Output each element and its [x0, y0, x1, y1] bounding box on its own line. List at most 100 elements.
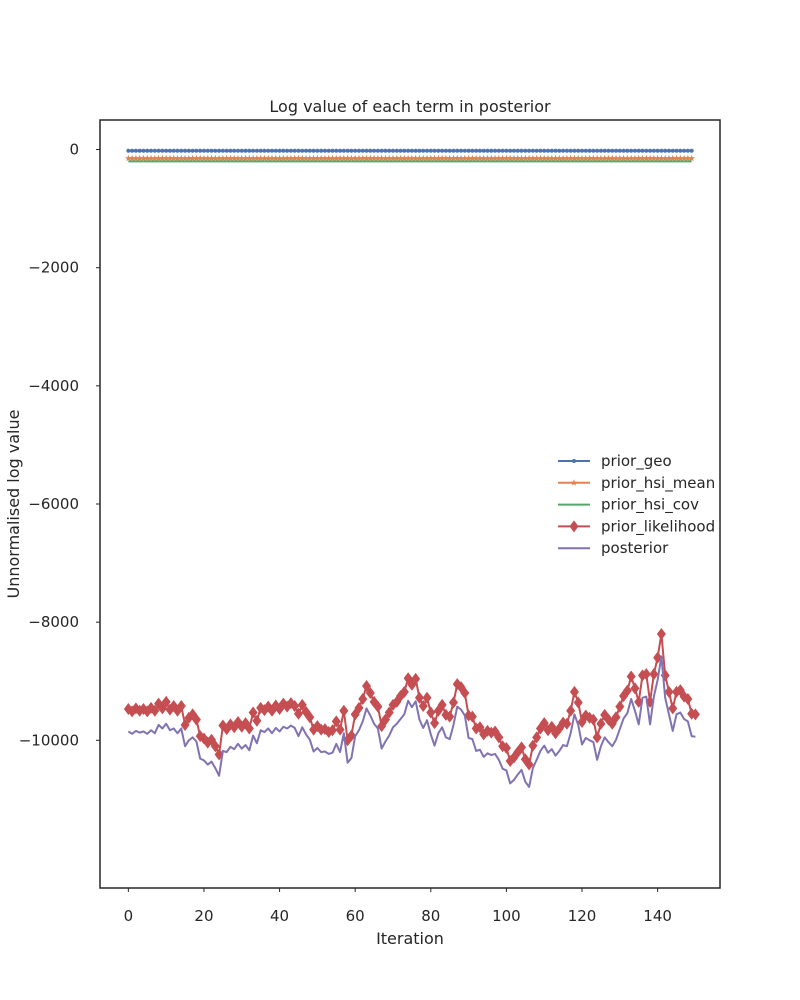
data-point	[192, 154, 200, 162]
data-point	[630, 682, 640, 695]
data-point	[523, 148, 528, 153]
data-point	[162, 154, 170, 162]
data-point	[661, 154, 669, 162]
data-point	[170, 154, 178, 162]
data-point	[355, 154, 363, 162]
data-point	[640, 148, 645, 153]
x-axis: 0 20 40 60 80 100 120 140	[124, 888, 672, 925]
data-point	[555, 154, 563, 162]
legend-item: prior_likelihood	[558, 517, 715, 536]
data-point	[580, 148, 585, 153]
data-point	[683, 692, 693, 705]
data-point	[440, 148, 445, 153]
data-point	[198, 148, 203, 153]
legend-marker	[570, 479, 578, 486]
data-point	[335, 723, 345, 736]
data-point	[298, 154, 306, 162]
data-point	[384, 706, 394, 719]
data-point	[291, 154, 299, 162]
data-point	[518, 154, 525, 162]
data-point	[399, 685, 409, 698]
x-tick-label: 120	[568, 907, 597, 925]
data-point	[430, 717, 440, 730]
data-point	[330, 148, 335, 153]
data-point	[475, 721, 485, 734]
data-point	[338, 148, 343, 153]
data-point	[362, 679, 372, 692]
data-point	[253, 154, 261, 162]
data-point	[210, 740, 220, 753]
data-point	[586, 154, 593, 162]
legend-label: prior_hsi_mean	[601, 474, 715, 493]
data-point	[171, 148, 176, 153]
data-point	[421, 148, 426, 153]
data-point	[262, 148, 267, 153]
data-point	[133, 148, 138, 153]
data-point	[305, 711, 315, 724]
data-point	[385, 154, 393, 162]
data-point	[545, 148, 550, 153]
data-point	[245, 154, 253, 162]
data-point	[174, 154, 181, 162]
data-point	[128, 154, 136, 162]
data-point	[277, 148, 282, 153]
data-point	[506, 154, 514, 162]
data-point	[552, 154, 559, 162]
data-point	[612, 154, 620, 162]
legend-label: prior_geo	[601, 452, 672, 471]
data-point	[636, 148, 641, 153]
data-point	[537, 154, 544, 162]
data-point	[540, 154, 548, 162]
x-tick-label: 80	[421, 907, 440, 925]
data-point	[684, 154, 692, 162]
data-point	[572, 148, 577, 153]
data-point	[328, 724, 337, 737]
data-point	[592, 731, 602, 744]
data-point	[181, 154, 189, 162]
x-axis-title: Iteration	[376, 929, 444, 948]
data-point	[631, 154, 639, 162]
data-point	[418, 700, 428, 713]
data-point	[346, 729, 356, 742]
series-posterior	[127, 655, 696, 788]
data-point	[191, 713, 201, 726]
data-point	[623, 154, 631, 162]
data-point	[673, 154, 680, 162]
data-point	[445, 710, 455, 723]
data-point	[564, 148, 569, 153]
data-point	[462, 148, 467, 153]
data-point	[345, 148, 350, 153]
data-point	[476, 154, 484, 162]
data-point	[514, 154, 522, 162]
data-point	[266, 148, 271, 153]
data-point	[559, 154, 567, 162]
data-point	[402, 148, 407, 153]
data-point	[351, 154, 359, 162]
data-point	[459, 148, 464, 153]
data-point	[251, 148, 256, 153]
data-point	[279, 154, 287, 162]
data-point	[517, 741, 527, 754]
data-point	[668, 702, 678, 715]
data-point	[450, 154, 457, 162]
data-point	[582, 154, 590, 162]
x-tick-label: 60	[346, 907, 365, 925]
data-point	[220, 148, 225, 153]
data-point	[504, 148, 509, 153]
data-point	[375, 148, 380, 153]
data-point	[453, 154, 461, 162]
data-point	[359, 154, 367, 162]
x-tick-label: 140	[643, 907, 672, 925]
data-point	[529, 154, 537, 162]
data-point	[510, 154, 518, 162]
data-point	[484, 154, 491, 162]
data-point	[281, 148, 286, 153]
data-point	[360, 148, 365, 153]
series-prior-geo	[126, 148, 694, 153]
data-point	[213, 148, 218, 153]
data-point	[321, 154, 329, 162]
data-point	[329, 154, 336, 162]
data-point	[175, 148, 180, 153]
data-point	[438, 154, 446, 162]
x-tick-label: 0	[124, 907, 134, 925]
